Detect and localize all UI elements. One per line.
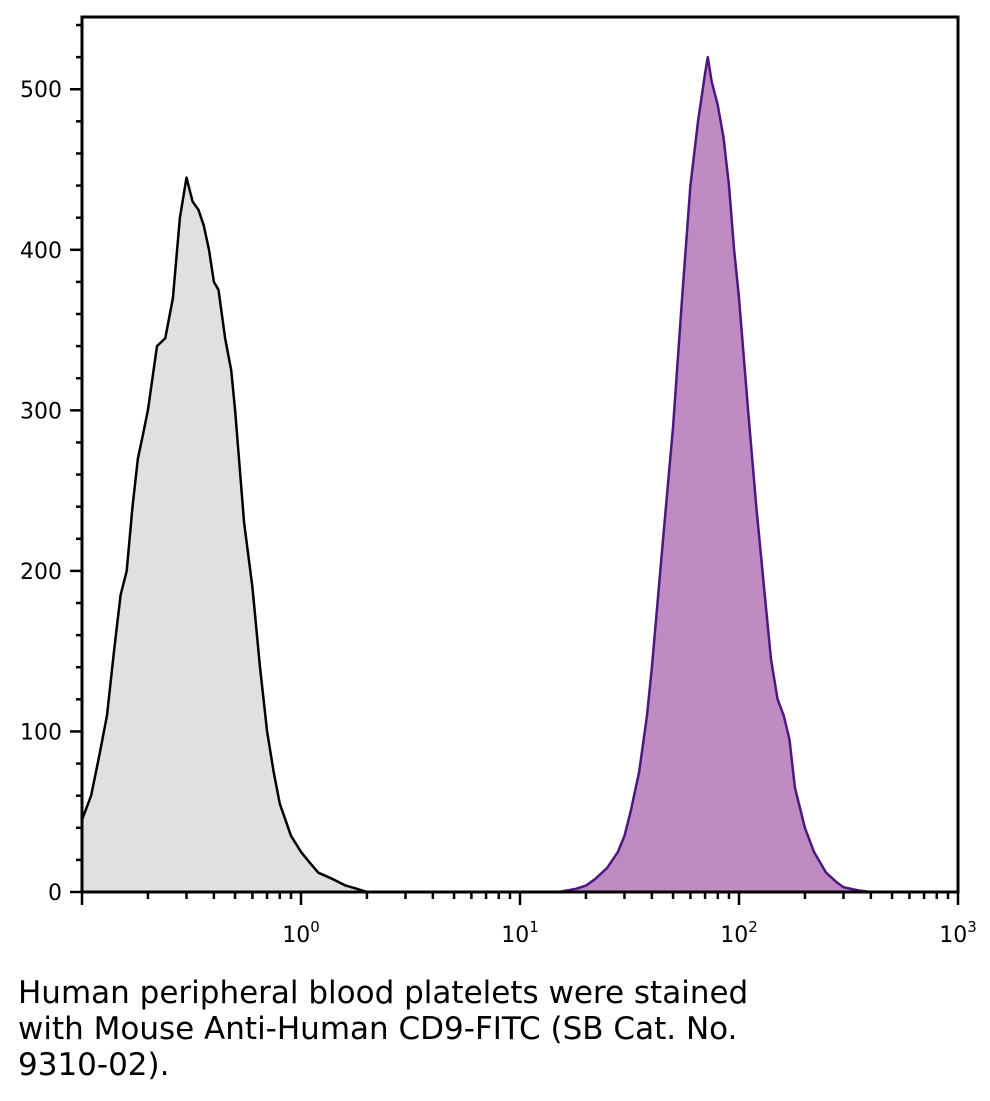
- x-tick-label: 102: [720, 918, 758, 948]
- histogram-chart: 0 100 200 300 400 500 100 101 102 103: [20, 15, 977, 948]
- y-tick-label: 0: [48, 881, 62, 906]
- series-1-area: [558, 57, 893, 893]
- y-tick-label: 500: [20, 78, 62, 103]
- x-axis: 100 101 102 103: [80, 892, 977, 948]
- x-tick-label: 101: [501, 918, 539, 948]
- series-1-line: [558, 55, 893, 894]
- series-0-area: [82, 177, 367, 893]
- y-tick-label: 300: [20, 399, 62, 424]
- series-layer: [80, 55, 893, 894]
- figure-caption: Human peripheral blood platelets were st…: [18, 975, 749, 1083]
- y-tick-label: 100: [20, 720, 62, 745]
- y-tick-label: 400: [20, 239, 62, 264]
- x-tick-label: 100: [282, 918, 320, 948]
- y-tick-label: 200: [20, 560, 62, 585]
- y-axis: 0 100 200 300 400 500: [20, 23, 82, 906]
- x-tick-label: 103: [939, 918, 977, 948]
- series-0-line: [80, 176, 368, 894]
